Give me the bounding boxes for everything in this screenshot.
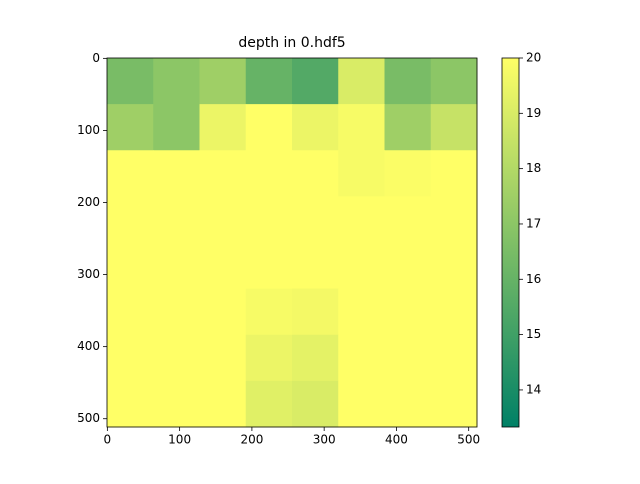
cell: [384, 58, 432, 105]
cell: [430, 380, 478, 428]
cell: [384, 242, 432, 290]
image: [107, 58, 478, 428]
cell: [430, 334, 478, 382]
cell: [292, 242, 339, 290]
x-tick-label: 100: [168, 433, 191, 447]
y-tick-label: 400: [77, 339, 100, 353]
cell: [384, 196, 432, 243]
cell: [338, 334, 385, 382]
cell: [430, 104, 478, 151]
cell: [292, 288, 339, 336]
colorbar-tick-label: 17: [526, 216, 541, 230]
x-tick-label: 300: [313, 433, 336, 447]
cell: [153, 380, 200, 428]
cell: [199, 196, 247, 243]
cell: [430, 288, 478, 336]
colorbar-tick-label: 19: [526, 106, 541, 120]
colorbar: [501, 57, 520, 428]
cell: [292, 58, 339, 105]
cell: [338, 288, 385, 336]
cell: [245, 104, 293, 151]
colorbar-tick-label: 20: [526, 51, 541, 65]
cell: [338, 150, 385, 197]
cell: [199, 288, 247, 336]
y-tick-label: 100: [77, 123, 100, 137]
cell: [245, 150, 293, 197]
cell: [245, 58, 293, 105]
cell: [199, 334, 247, 382]
cell: [153, 242, 200, 290]
y-tick-label: 300: [77, 267, 100, 281]
cell: [245, 242, 293, 290]
cell: [338, 380, 385, 428]
cell: [153, 196, 200, 243]
cell: [384, 104, 432, 151]
colorbar-tick-label: 16: [526, 272, 541, 286]
cell: [384, 288, 432, 336]
cell: [384, 380, 432, 428]
cell: [107, 58, 154, 105]
cell: [199, 380, 247, 428]
cell: [153, 288, 200, 336]
x-tick-label: 0: [104, 433, 112, 447]
cell: [199, 150, 247, 197]
cell: [245, 196, 293, 243]
cell: [153, 150, 200, 197]
cell: [338, 58, 385, 105]
cell: [338, 104, 385, 151]
cell: [292, 150, 339, 197]
cell: [245, 288, 293, 336]
cell: [153, 334, 200, 382]
x-tick-label: 500: [457, 433, 480, 447]
cell: [153, 104, 200, 151]
cell: [199, 58, 247, 105]
colorbar-tick-label: 14: [526, 382, 541, 396]
cell: [292, 380, 339, 428]
cell: [107, 150, 154, 197]
cell: [107, 380, 154, 428]
cell: [153, 58, 200, 105]
cell: [245, 380, 293, 428]
cell: [384, 334, 432, 382]
cell: [338, 196, 385, 243]
colorbar-tick-label: 15: [526, 327, 541, 341]
cell: [384, 150, 432, 197]
cell: [107, 334, 154, 382]
cell: [199, 242, 247, 290]
cell: [430, 150, 478, 197]
cell: [107, 242, 154, 290]
cell: [338, 242, 385, 290]
cell: [430, 242, 478, 290]
cell: [292, 196, 339, 243]
y-tick-label: 200: [77, 195, 100, 209]
cell: [430, 196, 478, 243]
cell: [245, 334, 293, 382]
x-tick-label: 400: [385, 433, 408, 447]
cell: [107, 196, 154, 243]
x-tick-label: 200: [240, 433, 263, 447]
y-tick-label: 500: [77, 411, 100, 425]
colorbar-tick-label: 18: [526, 161, 541, 175]
axes-frame: [106, 57, 478, 428]
cell: [292, 334, 339, 382]
chart-title: depth in 0.hdf5: [238, 35, 345, 51]
cell: [107, 288, 154, 336]
cell: [199, 104, 247, 151]
cell: [107, 104, 154, 151]
y-tick-label: 0: [92, 51, 100, 65]
cell: [292, 104, 339, 151]
cell: [430, 58, 478, 105]
